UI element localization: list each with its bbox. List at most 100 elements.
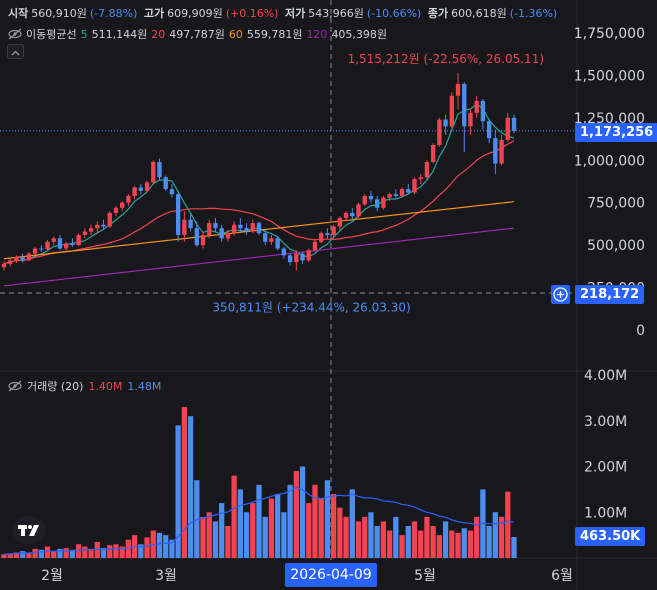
volume-bar: [399, 535, 405, 558]
x-tick-label: 2월: [41, 568, 63, 584]
volume-bar: [505, 491, 511, 558]
volume-bar: [430, 525, 436, 558]
ma120-value: 405,398원: [331, 28, 388, 41]
candle-body: [393, 194, 399, 196]
candle-body: [82, 231, 88, 235]
close-label: 종가: [427, 7, 449, 20]
low-label: 저가: [284, 7, 306, 20]
volume-bar: [44, 546, 51, 558]
volume-bar: [474, 516, 480, 558]
moving-average-line: [3, 227, 515, 287]
volume-bar: [318, 498, 324, 558]
volume-bar: [250, 503, 256, 558]
ohlc-header: 시작 560,910원 (-7.88%) 고가 609,909원 (+0.16%) 저가…: [8, 5, 560, 21]
volume-bar: [163, 535, 169, 558]
volume-bar: [492, 512, 498, 558]
candle-body: [238, 224, 243, 229]
price-tick-label: 750,000: [587, 196, 645, 212]
high-change: (+0.16%): [225, 7, 279, 20]
candle-body: [337, 217, 343, 227]
candle-body: [399, 189, 405, 196]
candle-body: [480, 100, 486, 122]
candle-body: [169, 189, 175, 195]
ma60-value: 559,781원: [246, 28, 303, 41]
hide-eye-icon[interactable]: [8, 28, 22, 40]
tradingview-logo[interactable]: [12, 516, 46, 544]
volume-bar: [293, 471, 299, 558]
volume-bar: [113, 544, 119, 558]
volume-bar: [119, 546, 125, 558]
candle-body: [511, 117, 517, 131]
candle-body: [455, 83, 461, 96]
candle-body: [175, 194, 181, 235]
volume-title: 거래량 (20): [27, 380, 84, 393]
x-tick-label: 3월: [155, 568, 177, 584]
volume-legend: 거래량 (20) 1.40M 1.48M: [8, 378, 161, 394]
add-alert-button[interactable]: [551, 285, 570, 304]
volume-bar: [306, 503, 312, 558]
volume-bar: [181, 407, 188, 558]
volume-bar: [107, 545, 113, 558]
candle-body: [20, 257, 25, 261]
candle-body: [107, 212, 112, 227]
candle-body: [412, 178, 417, 193]
collapse-legend-button[interactable]: [7, 44, 24, 59]
volume-bar: [393, 516, 399, 558]
candle-body: [263, 233, 268, 242]
hide-eye-icon[interactable]: [8, 380, 22, 392]
plus-icon: [553, 287, 568, 302]
volume-bar: [362, 516, 368, 558]
candle-body: [437, 119, 442, 146]
candle-body: [381, 197, 386, 208]
volume-bar: [337, 507, 343, 558]
candle-body: [281, 248, 287, 256]
volume-ma-line: [3, 486, 515, 555]
ma-legend: 이동평균선 5 511,144원 20 497,787원 60 559,781원 12…: [8, 26, 387, 42]
current-price-badge: 1,173,256: [575, 123, 657, 142]
volume-bar: [511, 536, 517, 558]
volume-bar: [219, 503, 225, 558]
candle-body: [126, 195, 131, 203]
volume-bar: [57, 548, 63, 558]
candle-body: [163, 177, 168, 190]
volume-value-1: 1.40M: [88, 379, 123, 393]
volume-bar: [268, 498, 275, 558]
volume-bar: [262, 516, 268, 558]
volume-bar: [138, 544, 144, 558]
volume-bar: [418, 530, 424, 558]
volume-bar: [51, 551, 57, 558]
volume-bar: [411, 521, 418, 558]
tradingview-logo-icon: [18, 525, 39, 536]
candle-body: [76, 234, 81, 246]
volume-bar: [26, 553, 32, 558]
volume-bar: [243, 512, 250, 558]
candle-body: [57, 238, 63, 249]
crosshair-date-badge: 2026-04-09: [285, 563, 377, 587]
candle-body: [312, 241, 318, 251]
price-tick-label: 0: [636, 323, 645, 339]
volume-bar: [467, 530, 474, 558]
candle-body: [207, 223, 212, 235]
volume-bar: [94, 541, 100, 558]
volume-bar: [212, 521, 219, 558]
volume-tick-label: 4.00M: [584, 368, 627, 384]
volume-bar: [88, 548, 94, 558]
volume-bar: [455, 532, 461, 558]
candle-body: [468, 112, 473, 127]
volume-bar: [75, 544, 82, 558]
price-tick-label: 1,750,000: [574, 26, 645, 42]
crosshair-price-badge: 218,172: [575, 285, 645, 304]
volume-bar: [100, 547, 107, 558]
volume-bar: [349, 489, 355, 558]
candle-body: [101, 224, 106, 227]
candle-body: [138, 187, 144, 191]
ma5-period: 5: [80, 27, 88, 41]
volume-bar: [231, 475, 237, 558]
volume-tick-label: 1.00M: [584, 505, 627, 521]
x-tick-label: 6월: [551, 568, 573, 584]
candle-body: [200, 234, 206, 246]
candle-body: [225, 233, 231, 239]
volume-bar: [299, 466, 306, 558]
low-change: (-10.66%): [366, 7, 422, 20]
